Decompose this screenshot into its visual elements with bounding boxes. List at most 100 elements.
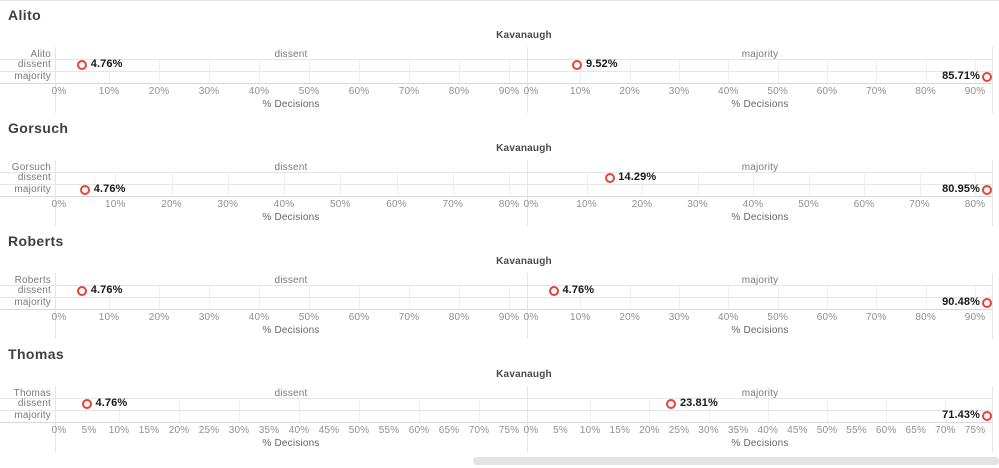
- data-point-marker[interactable]: [77, 285, 88, 296]
- grid-vline: [228, 172, 229, 196]
- x-axis-tick: 65%: [905, 425, 927, 436]
- data-point-marker[interactable]: [981, 71, 992, 82]
- x-axis-tick: 50%: [298, 312, 320, 323]
- x-axis-tick: 40%: [248, 86, 270, 97]
- row-label-dissent: dissent: [17, 398, 51, 409]
- grid-vline: [453, 172, 454, 196]
- x-axis-tick: 75%: [498, 425, 520, 436]
- grid-vline: [827, 398, 828, 422]
- data-point-marker[interactable]: [981, 297, 992, 308]
- row-axis-title: Thomas: [13, 388, 51, 399]
- x-axis-tick: 10%: [104, 199, 126, 210]
- grid-vline: [419, 398, 420, 422]
- facet-label-dissent: dissent: [274, 275, 308, 286]
- x-axis-title: % Decisions: [731, 325, 789, 336]
- grid-vline: [172, 172, 173, 196]
- x-axis-title: % Decisions: [731, 212, 789, 223]
- grid-vline: [876, 285, 877, 309]
- grid-vline: [975, 59, 976, 83]
- data-point-marker[interactable]: [82, 398, 93, 409]
- x-axis-title: % Decisions: [731, 99, 789, 110]
- data-point-marker[interactable]: [604, 172, 615, 183]
- x-axis-tick: 30%: [687, 199, 708, 210]
- x-axis-tick: 0%: [51, 425, 67, 436]
- x-axis-tick: 70%: [866, 86, 887, 97]
- grid-vline: [642, 172, 643, 196]
- x-axis-tick: 90%: [498, 86, 520, 97]
- grid-vline: [778, 59, 779, 83]
- x-axis-tick: 10%: [570, 312, 591, 323]
- data-point-marker[interactable]: [572, 59, 583, 70]
- x-axis-tick: 55%: [378, 425, 400, 436]
- x-axis-tick: 25%: [198, 425, 220, 436]
- data-point-marker[interactable]: [80, 184, 91, 195]
- row-label-majority: majority: [14, 71, 51, 82]
- x-axis-tick: 60%: [816, 312, 838, 323]
- x-axis-tick: 40%: [288, 425, 310, 436]
- x-axis-tick: 0%: [51, 199, 67, 210]
- x-axis-tick: 50%: [767, 86, 788, 97]
- facet-label-majority: majority: [741, 49, 779, 60]
- x-axis-tick: 0%: [523, 312, 539, 323]
- grid-vline: [509, 285, 510, 309]
- x-axis-tick: 80%: [964, 199, 986, 210]
- x-axis-tick: 60%: [348, 312, 370, 323]
- facet-label-majority: majority: [741, 162, 779, 173]
- x-axis-title: % Decisions: [262, 438, 320, 449]
- row-axis-title: Gorsuch: [11, 162, 51, 173]
- x-axis-tick: 20%: [631, 199, 653, 210]
- horizontal-scrollbar-thumb[interactable]: [473, 457, 999, 465]
- grid-vline: [119, 398, 120, 422]
- chart-title: Roberts: [8, 233, 64, 249]
- x-axis-tick: 10%: [579, 425, 601, 436]
- x-axis-tick: 45%: [318, 425, 340, 436]
- grid-vline: [926, 59, 927, 83]
- grid-hline: [0, 285, 993, 286]
- data-point-marker[interactable]: [666, 398, 677, 409]
- x-axis-tick: 40%: [757, 425, 779, 436]
- x-axis-tick: 40%: [718, 86, 739, 97]
- x-axis-tick: 5%: [553, 425, 569, 436]
- x-axis-tick: 25%: [668, 425, 690, 436]
- data-point-marker[interactable]: [981, 184, 992, 195]
- x-axis-title: % Decisions: [262, 99, 320, 110]
- grid-vline: [284, 172, 285, 196]
- grid-vline: [259, 285, 260, 309]
- grid-vline: [109, 59, 110, 83]
- grid-vline: [479, 398, 480, 422]
- grid-hline: [0, 71, 993, 72]
- x-axis-tick: 30%: [668, 312, 690, 323]
- col-axis-title: Kavanaugh: [496, 256, 552, 267]
- chart-gorsuch: Gorsuch Kavanaugh Gorsuch dissent majority di…: [0, 118, 999, 231]
- grid-vline: [975, 285, 976, 309]
- chart-title: Alito: [8, 7, 42, 23]
- grid-vline: [709, 398, 710, 422]
- grid-vline: [109, 285, 110, 309]
- facet-label-dissent: dissent: [274, 162, 308, 173]
- facet-divider-line: [527, 273, 528, 339]
- data-point-marker[interactable]: [548, 285, 559, 296]
- col-axis-title: Kavanaugh: [496, 369, 552, 380]
- data-point-label: 4.76%: [90, 58, 123, 70]
- x-axis-tick: 80%: [915, 86, 936, 97]
- x-axis-tick: 70%: [935, 425, 956, 436]
- grid-vline: [359, 285, 360, 309]
- x-axis-tick: 35%: [258, 425, 280, 436]
- row-axis-title: Alito: [30, 49, 51, 60]
- row-label-majority: majority: [14, 297, 51, 308]
- grid-vline: [864, 172, 865, 196]
- grid-vline: [115, 172, 116, 196]
- data-point-label: 90.48%: [942, 296, 980, 308]
- x-axis-tick: 0%: [523, 199, 539, 210]
- x-axis-tick: 50%: [816, 425, 838, 436]
- data-point-label: 9.52%: [585, 58, 618, 70]
- data-point-marker[interactable]: [981, 410, 992, 421]
- x-axis-tick: 50%: [298, 86, 320, 97]
- grid-vline: [809, 172, 810, 196]
- x-axis-tick: 0%: [51, 312, 67, 323]
- data-point-marker[interactable]: [77, 59, 88, 70]
- grid-vline: [309, 59, 310, 83]
- x-axis-tick: 30%: [217, 199, 239, 210]
- grid-vline: [827, 59, 828, 83]
